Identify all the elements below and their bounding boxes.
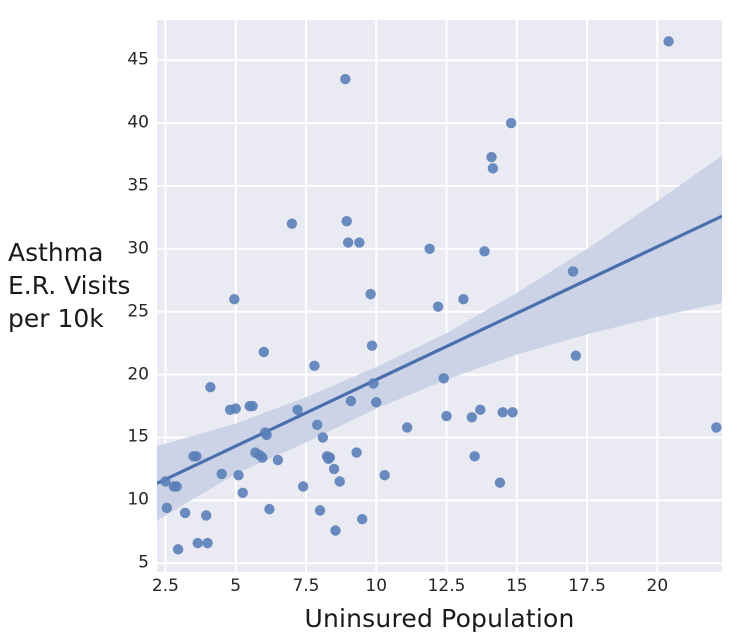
data-point: [458, 293, 469, 305]
data-point: [261, 429, 272, 441]
data-point: [341, 215, 352, 227]
x-tick-label: 15: [505, 576, 528, 596]
data-point: [711, 422, 722, 433]
data-point: [312, 419, 323, 431]
data-point: [497, 407, 508, 418]
data-point: [257, 452, 268, 463]
data-point: [205, 381, 216, 393]
confidence-band: [157, 155, 722, 521]
data-point: [330, 525, 341, 536]
data-point: [342, 237, 354, 248]
data-point: [475, 404, 486, 415]
y-tick-label: 40: [127, 112, 149, 133]
y-axis-label: Asthma E.R. Visits per 10k: [8, 236, 148, 335]
data-point: [230, 403, 241, 414]
y-tick-label: 25: [127, 301, 149, 322]
data-point: [351, 447, 362, 458]
data-point: [161, 502, 173, 514]
data-point: [356, 513, 368, 525]
data-point: [297, 481, 309, 492]
data-point: [345, 395, 357, 407]
data-point: [438, 373, 449, 384]
x-tick-label: 2.5: [151, 576, 179, 596]
data-point: [487, 163, 499, 174]
y-axis-label-line-1: Asthma: [8, 238, 104, 267]
x-tick-label: 20: [646, 576, 669, 596]
data-point: [272, 454, 284, 466]
data-point: [328, 463, 340, 475]
data-point: [247, 400, 258, 412]
scatter-data-layer: [157, 36, 722, 555]
data-point: [507, 407, 518, 418]
x-tick-label: 7.5: [292, 576, 320, 596]
data-point: [191, 451, 202, 462]
data-point: [466, 412, 478, 423]
data-point: [309, 360, 320, 371]
data-point: [334, 476, 345, 487]
data-point: [424, 243, 435, 255]
data-point: [379, 469, 390, 481]
y-tick-label: 10: [127, 489, 149, 510]
data-point: [292, 404, 303, 415]
data-point: [570, 350, 582, 361]
y-tick-label: 45: [127, 49, 149, 70]
data-point: [160, 476, 171, 487]
x-tick-label: 12.5: [427, 576, 466, 596]
data-point: [216, 468, 227, 480]
data-point: [192, 537, 203, 549]
data-point: [324, 452, 336, 463]
data-point: [505, 117, 517, 129]
y-tick-label: 30: [127, 238, 149, 259]
plot-area: [157, 20, 722, 572]
y-tick-label: 20: [127, 364, 149, 385]
data-point: [202, 537, 213, 549]
data-point: [366, 340, 378, 351]
y-tick-label: 5: [138, 552, 149, 573]
data-point: [354, 237, 365, 248]
data-point: [432, 301, 444, 312]
data-point: [233, 469, 244, 481]
x-axis-tick-labels: 2.5 5 7.5 10 12.5 15 17.5 20: [152, 576, 722, 602]
x-tick-label: 17.5: [568, 576, 606, 596]
data-point: [179, 507, 191, 519]
x-tick-label: 5: [230, 576, 242, 596]
data-point: [171, 481, 182, 492]
data-point: [441, 410, 452, 422]
y-axis-label-line-2: E.R. Visits: [8, 271, 131, 300]
data-point: [469, 451, 480, 462]
data-point: [567, 266, 579, 277]
data-point: [479, 246, 490, 257]
regression-line: [157, 214, 722, 485]
y-tick-label: 35: [127, 175, 149, 196]
data-point: [264, 503, 275, 515]
data-point: [663, 36, 674, 47]
data-point: [286, 218, 298, 229]
data-point: [229, 293, 240, 305]
data-point: [258, 346, 270, 358]
x-tick-label: 10: [365, 576, 388, 596]
y-tick-label: 15: [127, 426, 149, 447]
y-axis-tick-labels: 5 10 15 20 25 30 35 40 45: [100, 20, 149, 572]
data-point: [314, 505, 326, 516]
data-point: [401, 422, 413, 433]
data-point: [340, 73, 351, 85]
data-point: [172, 544, 184, 555]
data-point: [371, 397, 382, 408]
x-axis-label: Uninsured Population: [304, 604, 575, 633]
data-point: [237, 487, 248, 498]
data-point: [486, 151, 497, 163]
data-point: [494, 477, 506, 488]
data-point: [368, 378, 379, 389]
y-axis-label-line-3: per 10k: [8, 304, 104, 333]
data-point: [317, 432, 329, 443]
data-point: [200, 510, 212, 521]
data-point: [365, 288, 376, 300]
